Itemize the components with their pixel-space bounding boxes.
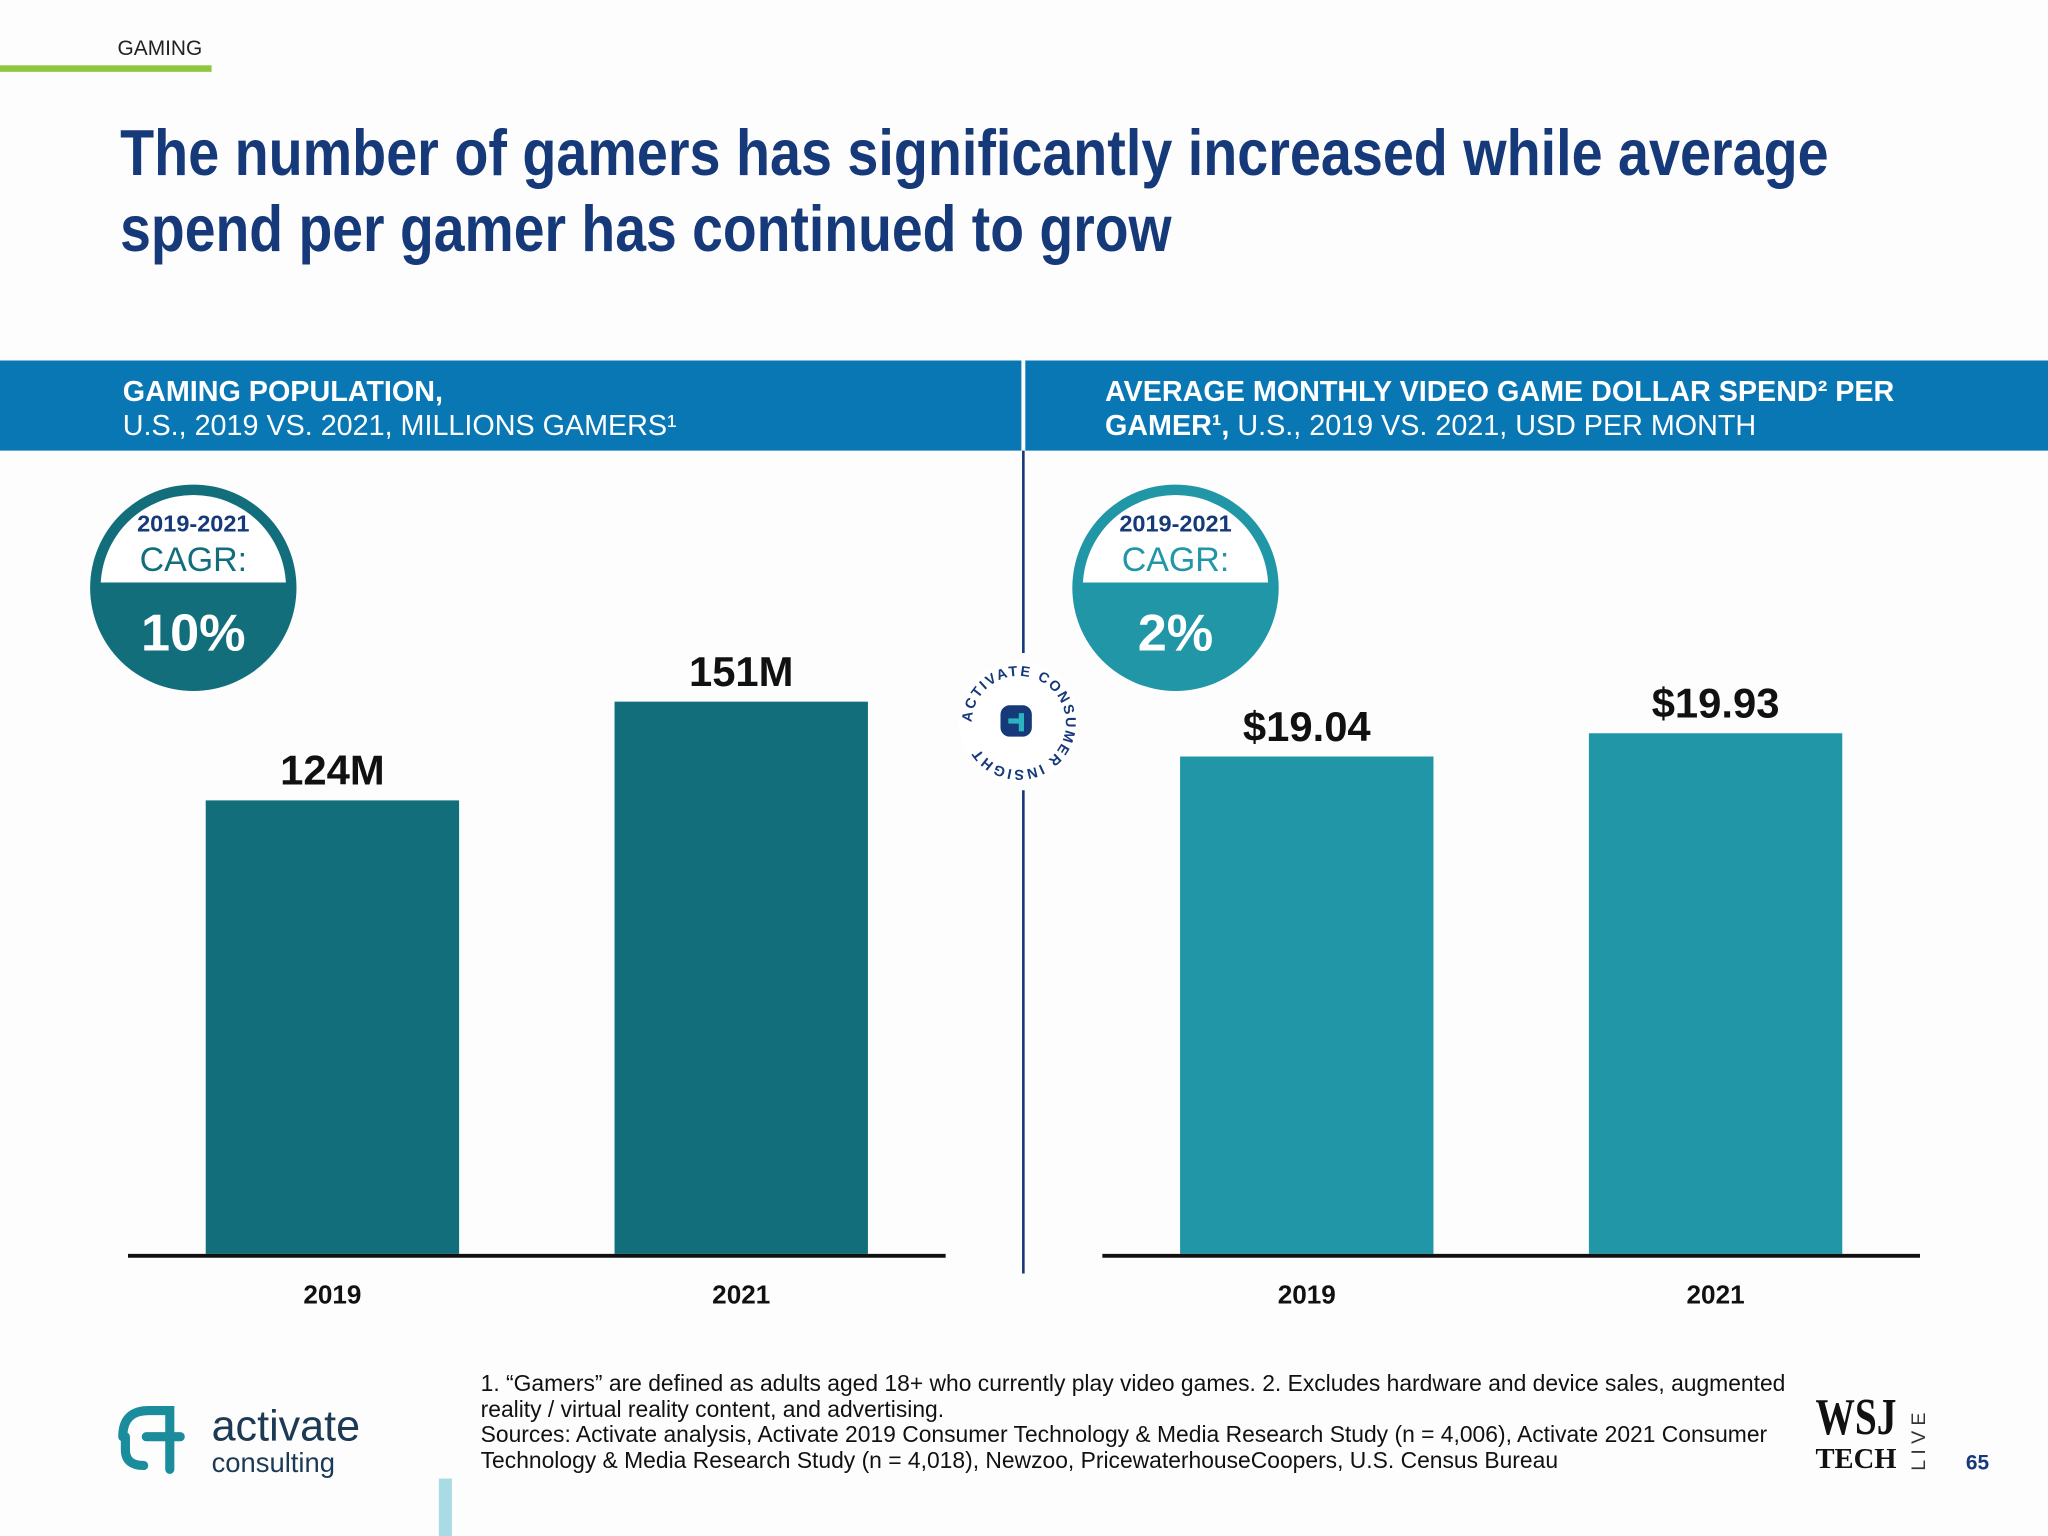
bar — [1180, 756, 1434, 1254]
section-label: GAMING — [118, 37, 203, 60]
cagr-badge-top — [100, 495, 286, 583]
footnote: Sources: Activate analysis, Activate 201… — [481, 1421, 1768, 1447]
partner-side: LIVE — [1908, 1407, 1930, 1470]
chart-title: AVERAGE MONTHLY VIDEO GAME DOLLAR SPEND²… — [1105, 376, 1895, 408]
cagr-label: CAGR: — [140, 541, 247, 579]
chart-subtitle: U.S., 2019 VS. 2021, MILLIONS GAMERS¹ — [123, 410, 677, 442]
accent-bar — [438, 1478, 452, 1536]
value-label: $19.04 — [1243, 703, 1372, 750]
seal-icon-mark — [1008, 713, 1024, 732]
footnote: 1. “Gamers” are defined as adults aged 1… — [481, 1370, 1786, 1396]
charts: 124M 2019 151M 2021 2019-2021 CAGR: 10% $19.04 2… — [90, 484, 1920, 1310]
title-line: spend per gamer has continued to grow — [120, 192, 1172, 265]
logo-name: activate — [212, 1403, 361, 1451]
title-line: The number of gamers has significantly i… — [120, 116, 1828, 189]
footnote: Technology & Media Research Study (n = 4… — [481, 1447, 1558, 1473]
chart-title-line: GAMER¹, U.S., 2019 VS. 2021, USD PER MON… — [1105, 410, 1756, 442]
bar — [205, 800, 460, 1254]
chart-title: GAMING POPULATION, — [123, 376, 443, 408]
cagr-value: 2% — [1138, 604, 1214, 662]
logo-icon — [118, 1406, 185, 1474]
footnote: reality / virtual reality content, and a… — [481, 1396, 944, 1422]
value-label: $19.93 — [1652, 680, 1780, 727]
cagr-badge-top — [1082, 495, 1269, 583]
footnotes: 1. “Gamers” are defined as adults aged 1… — [481, 1370, 1792, 1473]
header-divider — [1021, 360, 1026, 451]
x-tick-label: 2021 — [1687, 1280, 1745, 1310]
bar — [614, 701, 868, 1254]
chart-title: GAMER¹, — [1105, 410, 1229, 442]
cagr-period: 2019-2021 — [1119, 511, 1231, 537]
section-underline — [0, 65, 212, 72]
partner-name: WSJ — [1816, 1388, 1897, 1446]
cagr-value: 10% — [141, 604, 246, 662]
x-tick-label: 2021 — [712, 1280, 770, 1310]
bar — [1588, 733, 1843, 1254]
partner-sub: TECH — [1816, 1443, 1897, 1475]
logo-tagline: consulting — [212, 1447, 335, 1478]
cagr-label: CAGR: — [1122, 541, 1229, 579]
cagr-period: 2019-2021 — [137, 511, 249, 537]
page-number: 65 — [1966, 1451, 1990, 1474]
value-label: 151M — [689, 648, 794, 695]
x-tick-label: 2019 — [1278, 1280, 1336, 1310]
value-label: 124M — [280, 747, 385, 794]
chart-subtitle: U.S., 2019 VS. 2021, USD PER MONTH — [1237, 410, 1756, 442]
x-tick-label: 2019 — [303, 1280, 361, 1310]
